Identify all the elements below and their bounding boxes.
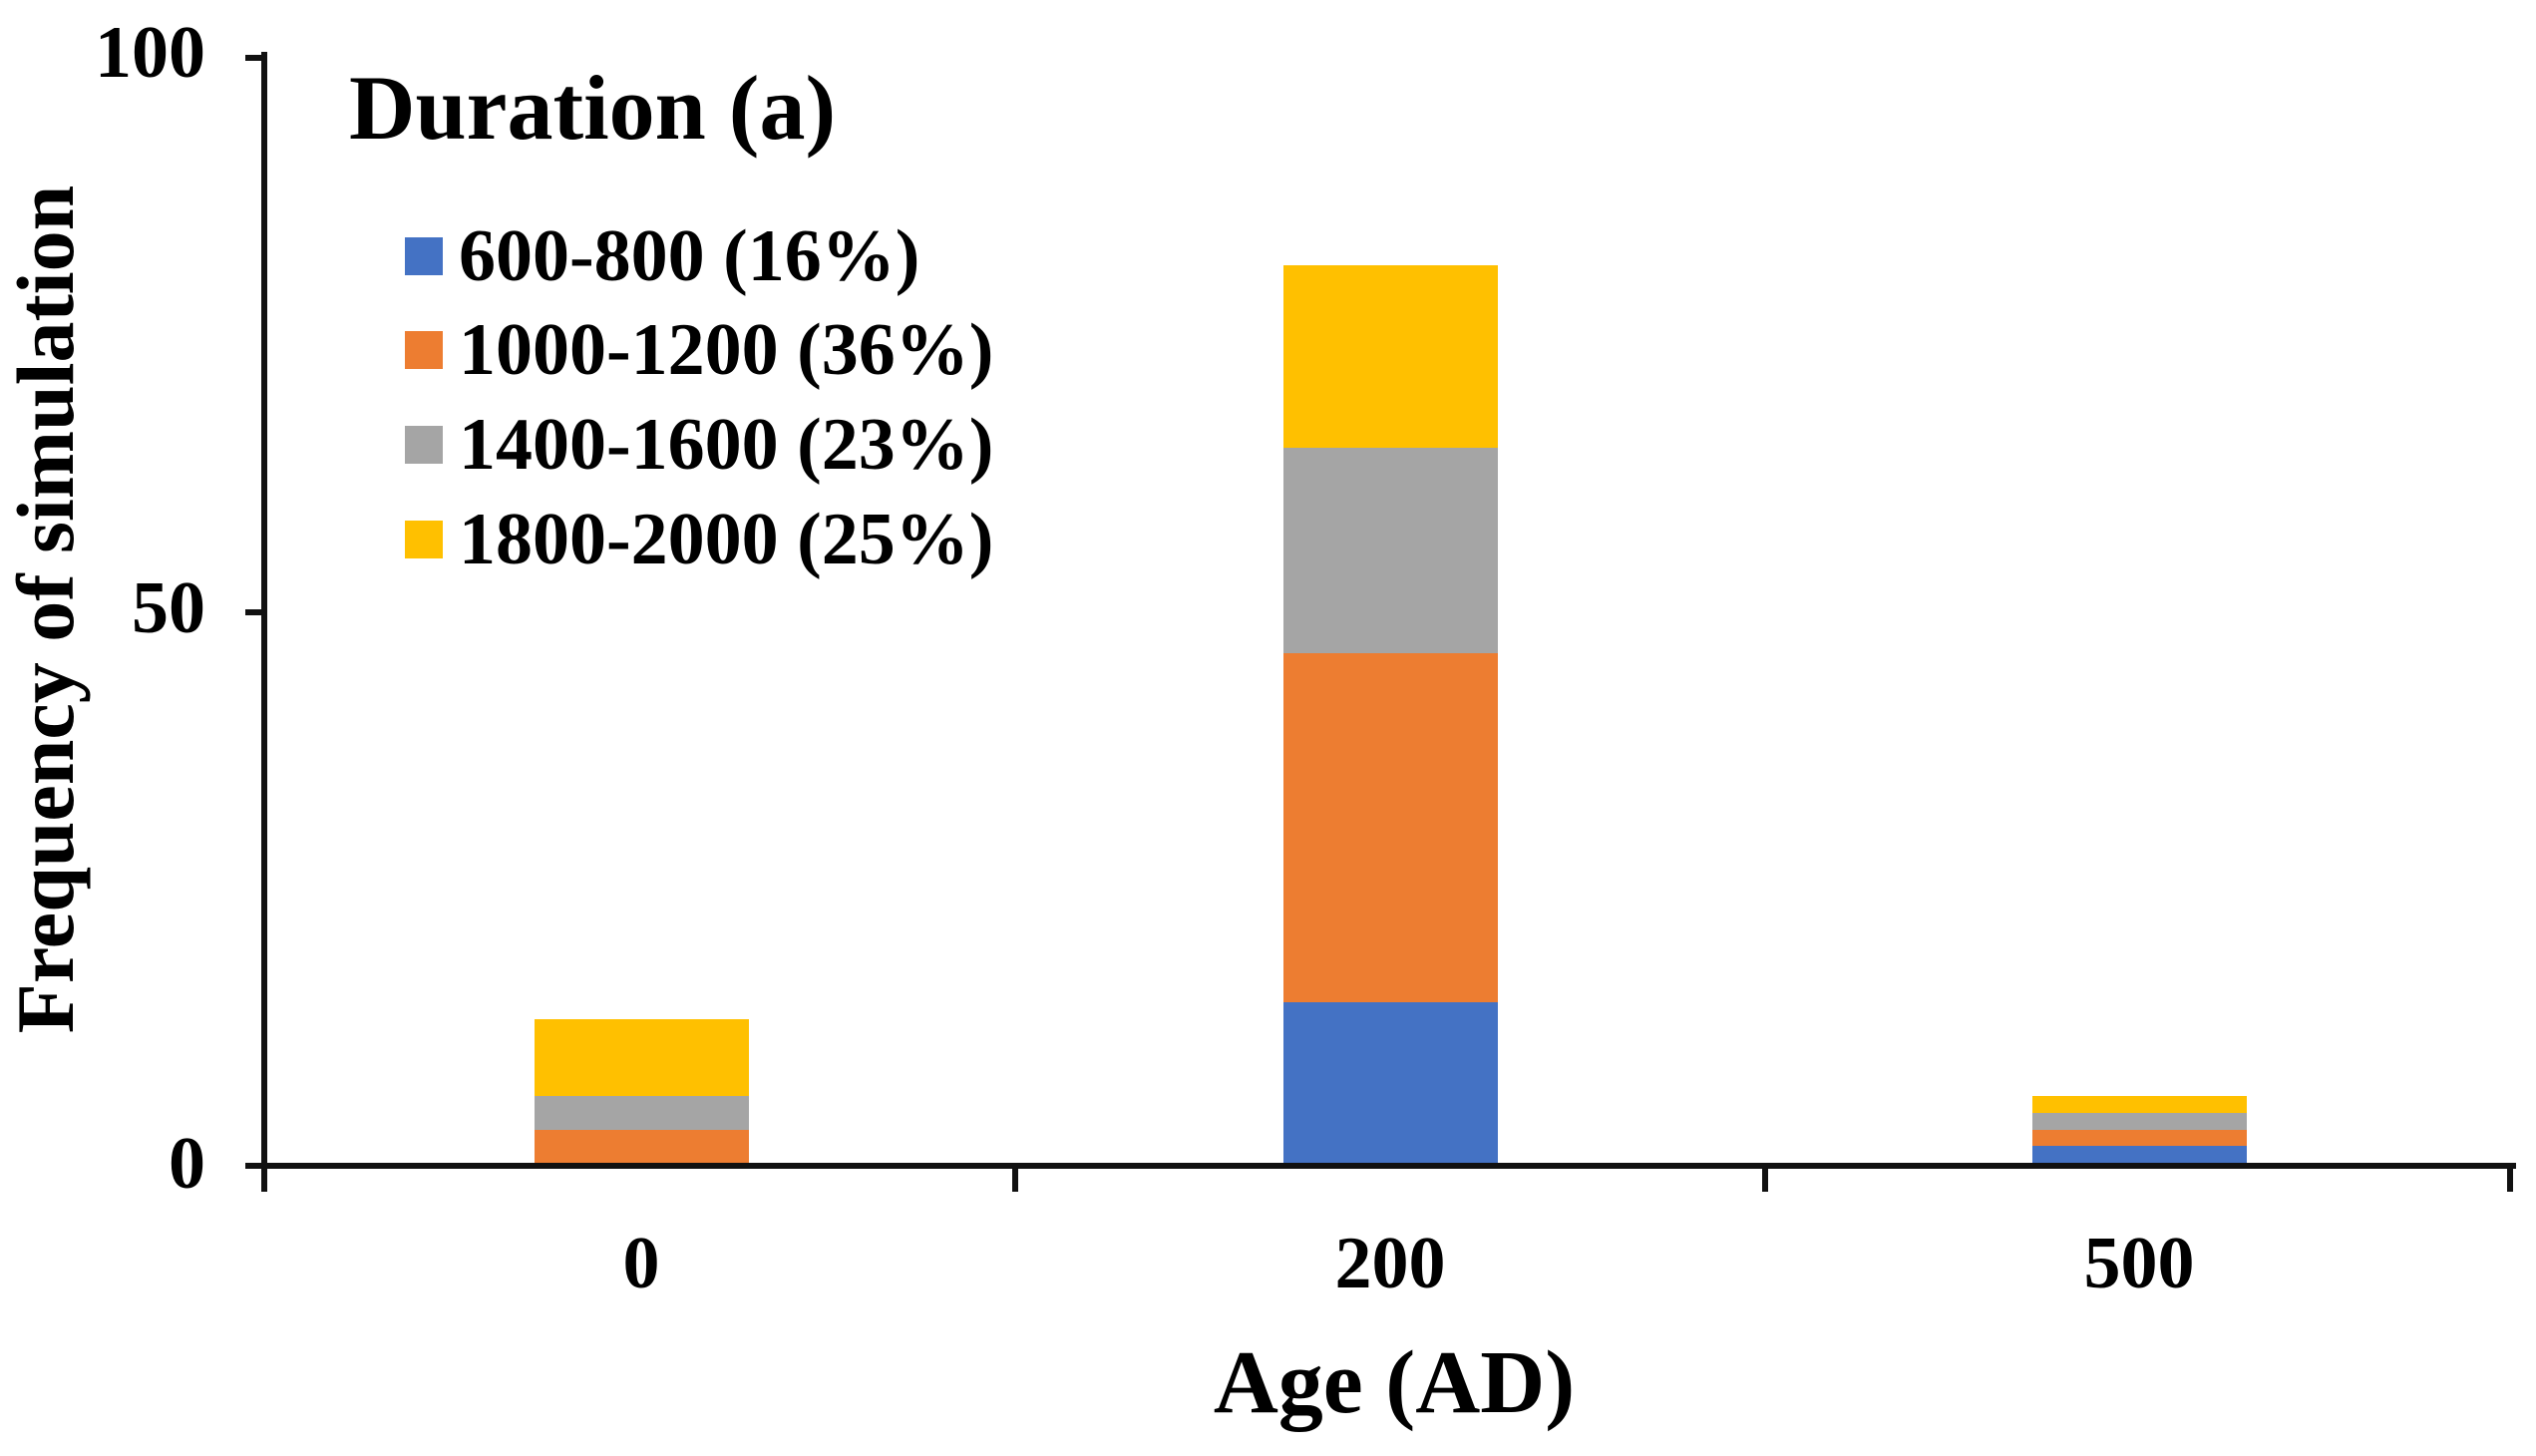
x-tick-label-0: 0 [622, 1223, 660, 1304]
bar-segment [534, 1018, 749, 1097]
bar-segment [1282, 265, 1498, 449]
y-tick-label-50: 50 [132, 567, 205, 649]
bar-segment [1282, 1001, 1498, 1163]
legend-item: 1800-2000 (25%) [405, 502, 993, 577]
legend-item: 1400-1600 (23%) [405, 407, 993, 483]
bar-segment [2031, 1129, 2247, 1147]
y-tick-mark [245, 608, 267, 615]
bar-segment [2031, 1096, 2247, 1113]
x-tick-mark [1012, 1163, 1018, 1192]
y-tick-label-100: 100 [95, 12, 205, 94]
x-tick-mark [2507, 1163, 2513, 1192]
y-tick-mark [245, 55, 267, 61]
y-tick-label-0: 0 [169, 1123, 205, 1205]
bar-segment [2031, 1113, 2247, 1130]
legend-item-label: 1400-1600 (23%) [459, 404, 994, 486]
legend-swatch-yellow [405, 521, 443, 558]
y-axis-line [261, 52, 267, 1192]
x-tick-label-500: 500 [2083, 1223, 2195, 1304]
bar-segment [2031, 1146, 2247, 1163]
bar-segment [1282, 448, 1498, 653]
bar-segment [1282, 652, 1498, 1002]
x-tick-mark [1762, 1163, 1768, 1192]
x-tick-label-200: 200 [1334, 1223, 1446, 1304]
legend-swatch-blue [405, 237, 443, 275]
legend-item: 1000-1200 (36%) [405, 312, 993, 388]
legend-title: Duration (a) [349, 57, 837, 159]
legend-swatch-gray [405, 426, 443, 464]
legend-item-label: 1000-1200 (36%) [459, 309, 994, 391]
x-axis-title: Age (AD) [1213, 1333, 1576, 1432]
legend-item-label: 1800-2000 (25%) [459, 499, 994, 580]
bar-segment [534, 1129, 749, 1163]
legend-item: 600-800 (16%) [405, 218, 919, 294]
legend-swatch-orange [405, 331, 443, 369]
legend-item-label: 600-800 (16%) [459, 215, 920, 297]
x-axis-line [245, 1163, 2516, 1169]
bar-segment [534, 1096, 749, 1130]
